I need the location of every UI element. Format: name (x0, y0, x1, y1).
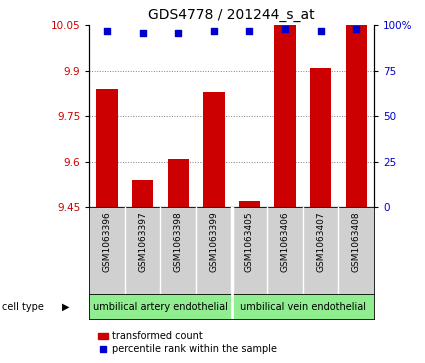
Text: GSM1063399: GSM1063399 (210, 211, 218, 272)
Text: GSM1063407: GSM1063407 (316, 211, 325, 272)
Point (139, 30, 146, 36)
Legend: transformed count, percentile rank within the sample: transformed count, percentile rank withi… (94, 327, 280, 358)
Title: GDS4778 / 201244_s_at: GDS4778 / 201244_s_at (148, 8, 315, 22)
Text: GSM1063396: GSM1063396 (102, 211, 111, 272)
Text: GSM1063406: GSM1063406 (280, 211, 289, 272)
Bar (274, 25, 296, 207)
Text: cell type: cell type (2, 302, 44, 312)
Bar (167, 159, 189, 207)
Bar (310, 68, 331, 207)
Point (282, 26, 289, 32)
Text: umbilical vein endothelial: umbilical vein endothelial (240, 302, 366, 312)
Text: GSM1063405: GSM1063405 (245, 211, 254, 272)
Bar (96, 89, 118, 207)
Point (317, 28, 324, 34)
Bar (346, 25, 367, 207)
Text: GSM1063408: GSM1063408 (352, 211, 361, 272)
Point (210, 28, 217, 34)
Bar (203, 92, 224, 207)
Point (104, 28, 111, 34)
Bar (239, 201, 260, 207)
Text: ▶: ▶ (62, 302, 69, 312)
Bar (132, 180, 153, 207)
Text: umbilical artery endothelial: umbilical artery endothelial (93, 302, 228, 312)
Text: GSM1063398: GSM1063398 (174, 211, 183, 272)
Text: GSM1063397: GSM1063397 (138, 211, 147, 272)
Point (175, 30, 181, 36)
Point (353, 26, 360, 32)
Point (246, 28, 253, 34)
